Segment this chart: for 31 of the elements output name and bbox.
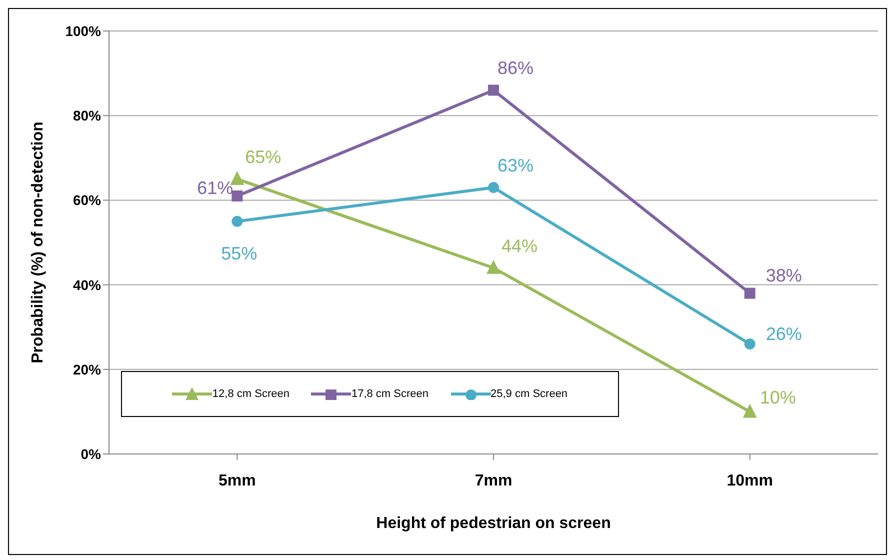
y-tick-label: 60% (72, 192, 102, 208)
y-tick-label: 20% (72, 361, 102, 378)
x-tick-label: 7mm (474, 472, 512, 490)
x-tick-label: 10mm (726, 472, 773, 490)
y-tick-label: 80% (72, 108, 102, 124)
y-tick-label: 0% (80, 446, 102, 462)
data-label: 65% (245, 147, 282, 168)
data-label: 63% (498, 156, 534, 176)
x-tick-label: 5mm (218, 472, 256, 490)
point (488, 84, 499, 96)
point (232, 216, 243, 227)
legend-label: 17,8 cm Screen (351, 388, 429, 400)
point (742, 404, 757, 418)
legend-label: 12,8 cm Screen (212, 388, 290, 400)
data-label: 26% (766, 324, 802, 344)
data-label: 38% (766, 265, 802, 286)
point (486, 260, 500, 274)
x-axis-title: Height of pedestrian on screen (376, 515, 611, 532)
data-label: 44% (502, 236, 538, 256)
y-tick-label: 40% (72, 276, 102, 293)
data-label: 10% (760, 388, 796, 408)
point (488, 182, 499, 194)
legend-label: 25,9 cm Screen (490, 388, 568, 400)
data-label: 61% (197, 178, 234, 198)
data-label: 86% (498, 58, 534, 78)
y-tick-label: 100% (65, 22, 102, 39)
point (744, 338, 756, 350)
point (744, 288, 756, 299)
y-axis-title: Probability (%) of non-detection (30, 122, 47, 364)
data-label: 55% (221, 243, 258, 264)
point (232, 190, 243, 202)
